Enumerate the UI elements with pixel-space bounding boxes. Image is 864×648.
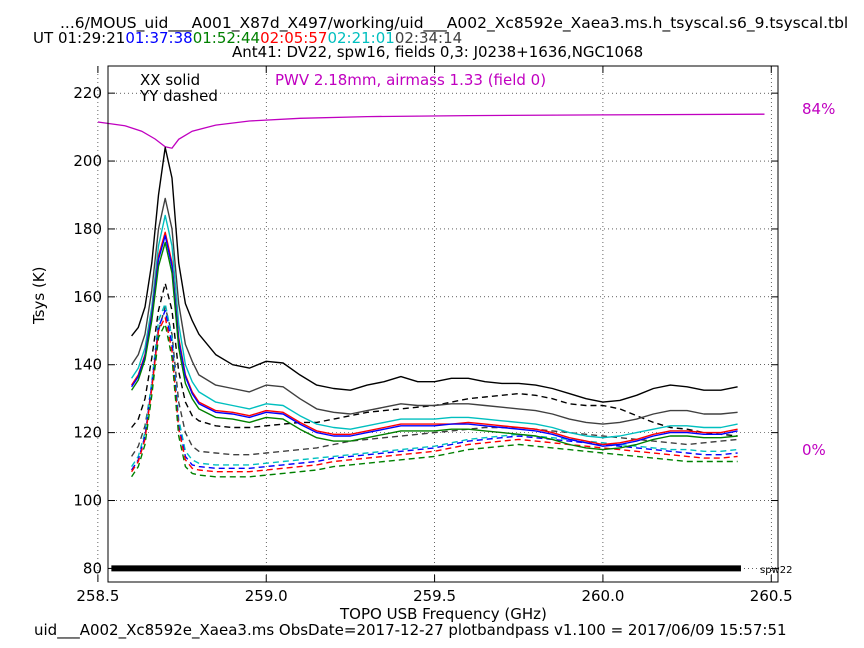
y-tick-label: 80 bbox=[83, 559, 102, 577]
plot-frame bbox=[107, 65, 779, 583]
ut-times-line: UT 01:29:2101:37:3801:52:4402:05:5702:21… bbox=[33, 29, 462, 47]
x-tick-label: 259.5 bbox=[413, 587, 456, 605]
y-tick-label: 160 bbox=[73, 288, 102, 306]
transmission-top-label: 84% bbox=[802, 100, 836, 118]
y-tick-label: 180 bbox=[73, 220, 102, 238]
y-axis-label: Tsys (K) bbox=[30, 266, 48, 325]
y-tick-label: 100 bbox=[73, 492, 102, 510]
transmission-line bbox=[97, 113, 765, 149]
x-tick-label: 260.5 bbox=[750, 587, 793, 605]
x-tick-label: 260.0 bbox=[581, 587, 624, 605]
x-tick-label: 258.5 bbox=[76, 587, 119, 605]
xx-legend-label: XX solid bbox=[140, 71, 201, 89]
yy-series-line bbox=[131, 323, 738, 478]
ut-time: 01:29:21 bbox=[57, 29, 126, 47]
xx-series-line bbox=[131, 197, 738, 425]
ut-label: UT bbox=[33, 29, 54, 47]
yy-series-line bbox=[131, 282, 738, 437]
tick-labels: 258.5 259.0 259.5 260.0 260.5 80 100 120 140 160 1… bbox=[73, 84, 792, 605]
xx-series-line bbox=[131, 214, 738, 439]
pwv-label: PWV 2.18mm, airmass 1.33 (field 0) bbox=[275, 71, 547, 89]
ut-time: 02:05:57 bbox=[260, 29, 328, 47]
x-tick-label: 259.0 bbox=[245, 587, 288, 605]
plot-subtitle: Ant41: DV22, spw16, fields 0,3: J0238+16… bbox=[232, 43, 644, 61]
xx-series-line bbox=[131, 146, 738, 403]
y-tick-label: 220 bbox=[73, 84, 102, 102]
x-axis-label: TOPO USB Frequency (GHz) bbox=[340, 605, 547, 623]
grid-lines bbox=[97, 66, 778, 582]
transmission-bottom-label: 0% bbox=[802, 441, 826, 459]
y-tick-label: 120 bbox=[73, 424, 102, 442]
ut-time: 02:21:01 bbox=[327, 29, 395, 47]
y-tick-label: 140 bbox=[73, 356, 102, 374]
ut-time: 01:52:44 bbox=[192, 29, 261, 47]
yy-series-line bbox=[131, 309, 738, 471]
ut-time-list: 01:29:2101:37:3801:52:4402:05:5702:21:01… bbox=[58, 29, 462, 47]
axis-ticks bbox=[97, 66, 778, 582]
footer-info: uid___A002_Xc8592e_Xaea3.ms ObsDate=2017… bbox=[34, 621, 787, 639]
spw-label: spw22 bbox=[760, 565, 793, 576]
xx-series-line bbox=[131, 241, 738, 451]
table-path-title: ...6/MOUS_uid___A001_X87d_X497/working/u… bbox=[60, 14, 849, 32]
ut-time: 02:34:14 bbox=[394, 29, 463, 47]
yy-series-line bbox=[131, 306, 738, 457]
series-lines bbox=[97, 113, 765, 572]
ut-time: 01:37:38 bbox=[125, 29, 193, 47]
y-tick-label: 200 bbox=[73, 152, 102, 170]
yy-legend-label: YY dashed bbox=[140, 87, 218, 105]
